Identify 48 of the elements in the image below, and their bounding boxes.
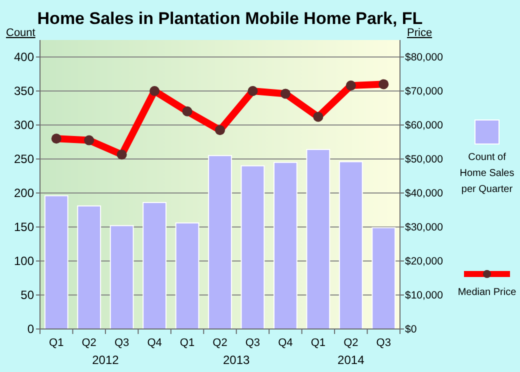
bar [175,222,200,330]
bar [240,165,265,330]
y-tick-label: 50 [20,288,34,302]
y2-tick-label: $80,000 [405,52,444,64]
y-tick-label: 350 [14,84,34,98]
y2-tick-label: $50,000 [405,154,444,166]
x-tick-label: Q3 [114,337,130,349]
x-tick-label: Q1 [49,337,64,349]
x-tick-label: Q3 [245,337,260,349]
x-tick-label: Q2 [82,337,96,349]
y-tick-label: 400 [14,50,34,64]
bar [208,155,232,330]
y2-tick-label: $10,000 [405,290,444,302]
bar [372,227,396,330]
legend-label: Count of Home Sales per Quarter [460,152,514,195]
y2-axis-title: Price [407,27,432,39]
y2-tick-label: $60,000 [405,120,444,132]
y-tick-label: 300 [14,118,34,132]
bar [274,162,298,330]
x-tick-label: Q2 [344,337,358,349]
y2-tick-label: $70,000 [405,86,444,98]
bar [142,202,166,330]
x-tick-label: Q1 [180,337,195,349]
y-axis-title: Count [6,27,36,39]
bar [338,161,363,330]
x-tick-label: Q2 [212,337,228,349]
text: 2014 [338,353,365,367]
bar [77,205,102,330]
text: 2013 [223,353,250,367]
y-tick-label: 100 [14,254,34,268]
text: 2012 [92,353,120,367]
y-tick-label: 150 [14,220,34,234]
y-tick-label: 250 [14,152,34,166]
bar [306,148,330,330]
y2-tick-label: $0 [405,324,417,336]
x-tick-label: Q4 [278,337,293,349]
legend-label: Median Price [458,287,517,298]
bar [110,225,134,330]
y-tick-label: 200 [14,186,34,200]
chart-title: Home Sales in Plantation Mobile Home Park, FL [37,9,423,28]
y2-tick-label: $30,000 [405,222,444,234]
x-tick-label: Q3 [376,337,391,349]
y2-tick-label: $40,000 [405,188,444,200]
x-tick-label: Q1 [310,337,326,349]
y2-tick-label: $20,000 [405,256,444,268]
y-tick-label: 0 [27,322,34,336]
x-tick-label: Q4 [147,337,162,349]
bar [44,195,68,330]
